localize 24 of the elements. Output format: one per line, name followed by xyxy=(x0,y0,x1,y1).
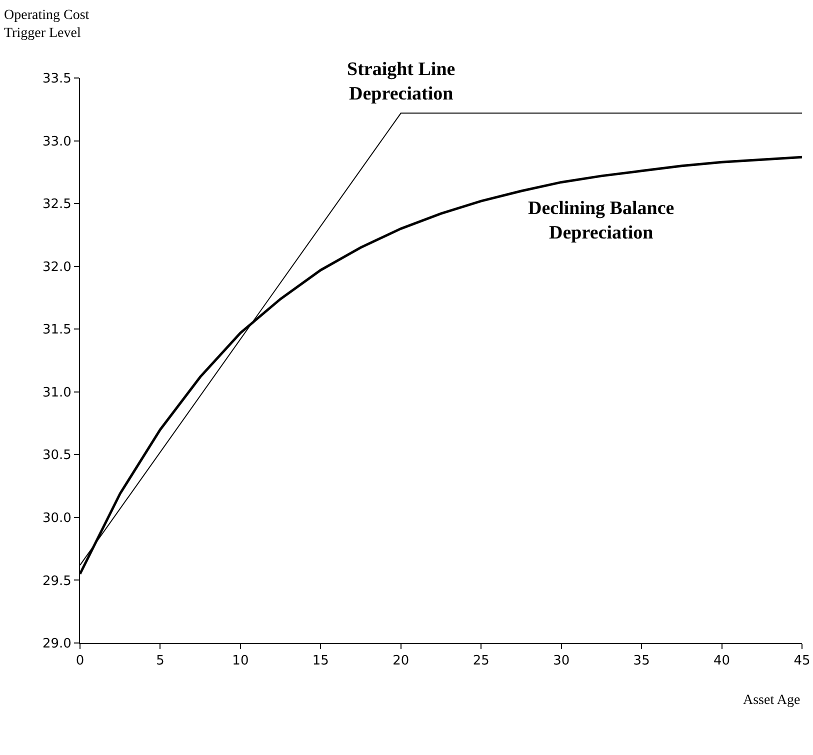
series-label: Declining Balance Depreciation xyxy=(528,198,674,244)
x-tick-label: 40 xyxy=(714,654,730,669)
x-axis-title: Asset Age xyxy=(743,693,800,708)
y-tick-label: 32.5 xyxy=(42,197,72,212)
y-tick-label: 31.0 xyxy=(42,385,72,400)
y-axis-title: Operating Cost Trigger Level xyxy=(4,8,90,42)
y-tick-label: 29.0 xyxy=(42,636,72,652)
x-tick-label: 25 xyxy=(472,654,490,669)
y-tick-label: 29.5 xyxy=(42,574,72,589)
x-tick-label: 45 xyxy=(794,654,810,669)
x-tick-label: 30 xyxy=(553,654,570,669)
y-tick-label: 32.0 xyxy=(42,260,72,275)
y-tick-label: 33.5 xyxy=(42,72,72,87)
y-tick-label: 33.0 xyxy=(42,134,72,150)
x-tick-label: 35 xyxy=(633,654,650,669)
y-tick-label: 30.0 xyxy=(42,510,72,526)
x-tick-label: 5 xyxy=(156,654,164,669)
y-tick-label: 30.5 xyxy=(42,448,72,464)
series-label: Straight Line Depreciation xyxy=(347,59,456,105)
x-tick-label: 10 xyxy=(232,654,249,669)
y-tick-label: 31.5 xyxy=(42,322,72,338)
x-tick-label: 0 xyxy=(76,654,84,669)
x-tick-label: 20 xyxy=(392,654,410,669)
x-tick-label: 15 xyxy=(312,654,329,669)
